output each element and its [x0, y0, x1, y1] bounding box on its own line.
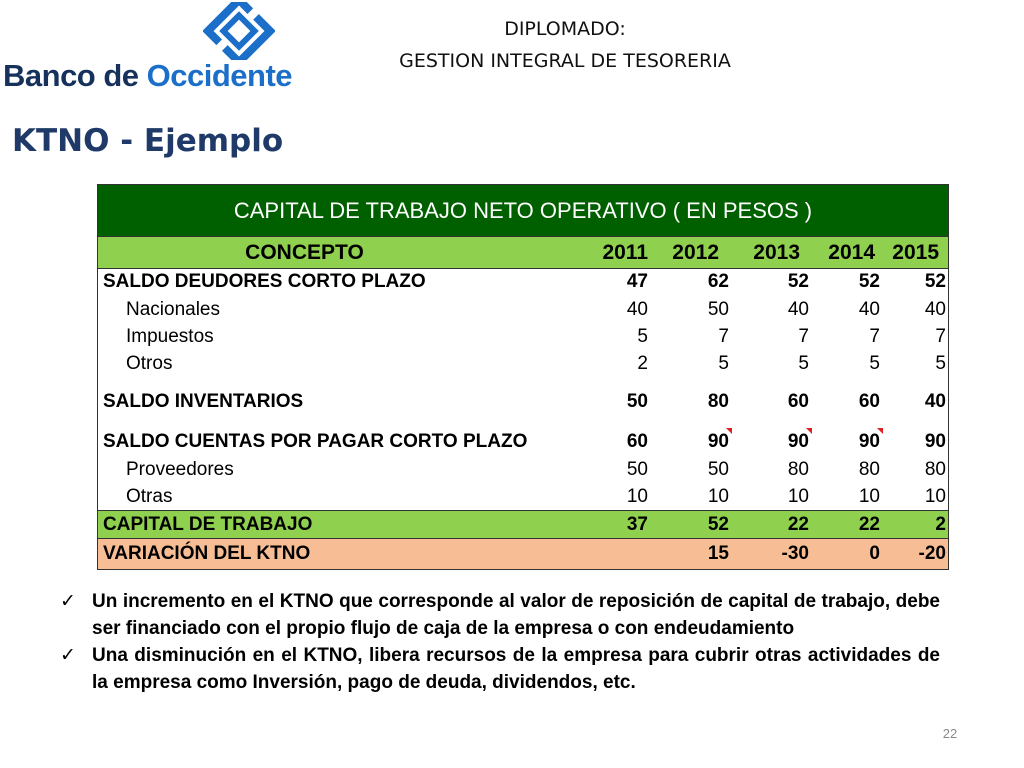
- table-row: VARIACIÓN DEL KTNO 15 -30 0 -20: [98, 539, 948, 570]
- table-cell-2012: 52: [707, 513, 729, 535]
- column-header-2013: 2013: [753, 240, 800, 264]
- table-cell-2013: 90: [787, 430, 809, 452]
- bullet-text: Una disminución en el KTNO, libera recur…: [92, 645, 940, 693]
- column-header-2011: 2011: [602, 240, 648, 264]
- row-label: CAPITAL DE TRABAJO: [103, 513, 313, 535]
- table-cell-2014: 7: [869, 325, 880, 347]
- list-item: ✓ Una disminución en el KTNO, libera rec…: [60, 642, 940, 696]
- column-header-2015: 2015: [892, 240, 939, 264]
- row-label: Nacionales: [126, 298, 220, 320]
- bank-logo: Banco de Occidente: [0, 0, 300, 100]
- table-cell-2011: 50: [626, 390, 648, 412]
- table-cell-2012: 5: [718, 352, 729, 374]
- table-cell-2014: 22: [858, 513, 880, 535]
- table-cell-2013: 5: [798, 352, 809, 374]
- page-number: 22: [942, 726, 958, 741]
- bank-name-part1: Banco de: [3, 58, 147, 93]
- table-cell-2014: 40: [858, 298, 880, 320]
- table-row: Otras 10 10 10 10 10: [98, 483, 948, 510]
- table-row: Proveedores 50 50 80 80 80: [98, 456, 948, 483]
- table-cell-2015: 90: [924, 430, 946, 452]
- bank-logo-icon: [203, 2, 275, 60]
- comment-marker-icon: [877, 428, 883, 434]
- table-row: Nacionales 40 50 40 40 40: [98, 296, 948, 323]
- table-cell-2014: 0: [869, 543, 880, 564]
- table-cell-2011: 5: [637, 325, 648, 347]
- table-cell-2015: 80: [924, 458, 946, 480]
- list-item: ✓ Un incremento en el KTNO que correspon…: [60, 588, 940, 642]
- table-cell-2011: 50: [626, 458, 648, 480]
- bullet-text: Un incremento en el KTNO que corresponde…: [92, 591, 940, 639]
- table-cell-2012: 90: [707, 430, 729, 452]
- table-title: CAPITAL DE TRABAJO NETO OPERATIVO ( EN P…: [98, 185, 948, 237]
- row-label: Otras: [126, 485, 173, 507]
- table-row: CAPITAL DE TRABAJO 37 52 22 22 2: [98, 510, 948, 539]
- notes-list: ✓ Un incremento en el KTNO que correspon…: [60, 588, 940, 696]
- ktno-table: CAPITAL DE TRABAJO NETO OPERATIVO ( EN P…: [97, 184, 949, 570]
- column-header-2014: 2014: [828, 240, 875, 264]
- table-cell-2011: 47: [626, 270, 648, 292]
- table-cell-2013: 52: [787, 270, 809, 292]
- table-cell-2013: 10: [787, 485, 809, 507]
- table-cell-2014: 90: [858, 430, 880, 452]
- table-cell-2015: 10: [924, 485, 946, 507]
- check-icon: ✓: [60, 590, 76, 612]
- table-cell-2012: 50: [707, 298, 729, 320]
- table-row: Otros 2 5 5 5 5: [98, 350, 948, 377]
- table-row: SALDO DEUDORES CORTO PLAZO 47 62 52 52 52: [98, 268, 948, 295]
- comment-marker-icon: [726, 428, 732, 434]
- check-icon: ✓: [60, 644, 76, 666]
- table-cell-2011: [588, 539, 648, 569]
- table-cell-2014: 60: [858, 390, 880, 412]
- row-label: SALDO CUENTAS POR PAGAR CORTO PLAZO: [103, 430, 528, 452]
- table-cell-2012: 80: [707, 390, 729, 412]
- table-cell-2015: 40: [924, 298, 946, 320]
- table-cell-2012: 15: [707, 543, 729, 564]
- table-cell-2013: 40: [787, 298, 809, 320]
- table-cell-2014: 52: [858, 270, 880, 292]
- table-cell-2013: 80: [787, 458, 809, 480]
- comment-marker-icon: [806, 428, 812, 434]
- table-cell-2011: 40: [626, 298, 648, 320]
- table-cell-2013: 22: [787, 513, 809, 535]
- table-row: SALDO CUENTAS POR PAGAR CORTO PLAZO 60 90 9…: [98, 428, 948, 455]
- table-cell-2012: 7: [718, 325, 729, 347]
- table-cell-2012: 10: [707, 485, 729, 507]
- row-label: Impuestos: [126, 325, 214, 347]
- table-cell-2015: 5: [935, 352, 946, 374]
- table-cell-2011: 10: [626, 485, 648, 507]
- table-cell-2015: 40: [924, 390, 946, 412]
- row-label: Otros: [126, 352, 173, 374]
- table-cell-2011: 37: [626, 513, 648, 535]
- table-cell-2013: 60: [787, 390, 809, 412]
- table-cell-2012: 50: [707, 458, 729, 480]
- table-cell-2013: 7: [798, 325, 809, 347]
- table-cell-2015: 2: [935, 513, 946, 535]
- table-cell-2015: -20: [918, 543, 946, 564]
- bank-name-part2: Occidente: [146, 58, 293, 93]
- row-label: SALDO INVENTARIOS: [103, 390, 304, 412]
- bank-logo-text: Banco de Occidente: [3, 58, 293, 94]
- course-title: DIPLOMADO:: [504, 18, 626, 40]
- course-subtitle: GESTION INTEGRAL DE TESORERIA: [399, 50, 731, 72]
- row-label: VARIACIÓN DEL KTNO: [103, 543, 311, 564]
- row-label: SALDO DEUDORES CORTO PLAZO: [103, 270, 426, 292]
- table-cell-2013: -30: [781, 543, 809, 564]
- table-cell-2011: 2: [637, 352, 648, 374]
- table-cell-2014: 10: [858, 485, 880, 507]
- table-cell-2015: 7: [935, 325, 946, 347]
- table-cell-2015: 52: [924, 270, 946, 292]
- table-cell-2012: 62: [707, 270, 729, 292]
- table-cell-2014: 80: [858, 458, 880, 480]
- column-header-2012: 2012: [672, 240, 719, 264]
- table-row: SALDO INVENTARIOS 50 80 60 60 40: [98, 388, 948, 415]
- row-label: Proveedores: [126, 458, 234, 480]
- page-title: KTNO - Ejemplo: [12, 123, 284, 159]
- column-header-concepto: CONCEPTO: [245, 240, 364, 264]
- table-cell-2014: 5: [869, 352, 880, 374]
- table-row: Impuestos 5 7 7 7 7: [98, 323, 948, 350]
- table-header-row: CONCEPTO 2011 2012 2013 2014 2015: [98, 237, 948, 269]
- table-cell-2011: 60: [626, 430, 648, 452]
